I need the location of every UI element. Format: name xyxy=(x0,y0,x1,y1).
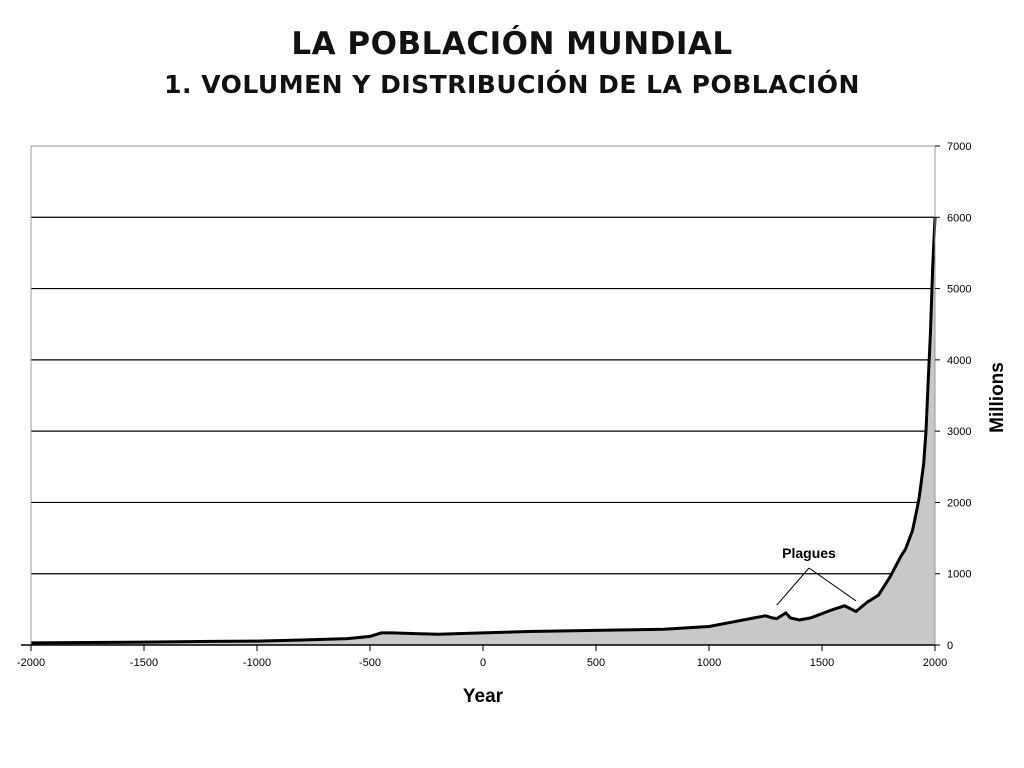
population-line xyxy=(30,217,937,645)
x-tick-label: -2000 xyxy=(17,657,45,669)
y-tick-label: 5000 xyxy=(947,284,971,296)
x-tick-label: -500 xyxy=(359,657,381,669)
x-tick-label: 2000 xyxy=(923,657,947,669)
annotation-pointer xyxy=(808,567,857,602)
y-tick-label: 6000 xyxy=(947,212,971,224)
x-tick-label: 1000 xyxy=(697,657,721,669)
x-tick-label: -1000 xyxy=(243,657,271,669)
x-tick-label: 500 xyxy=(587,657,605,669)
plot-frame xyxy=(30,145,936,646)
y-tick-label: 0 xyxy=(947,640,953,652)
y-tick-label: 1000 xyxy=(947,569,971,581)
x-axis-label: Year xyxy=(463,686,504,707)
x-tick-label: 0 xyxy=(480,657,486,669)
y-axis-label: Millions xyxy=(987,362,1008,433)
y-tick-label: 3000 xyxy=(947,426,971,438)
y-tick-label: 7000 xyxy=(947,141,971,153)
page-title: LA POBLACIÓN MUNDIAL xyxy=(291,26,733,62)
x-tick-label: -1500 xyxy=(130,657,158,669)
x-tick-label: 1500 xyxy=(810,657,834,669)
plagues-annotation: Plagues xyxy=(782,545,836,561)
y-tick-label: 2000 xyxy=(947,497,971,509)
page-subtitle: 1. VOLUMEN Y DISTRIBUCIÓN DE LA POBLACIÓ… xyxy=(164,70,860,99)
annotation-pointer xyxy=(776,567,810,606)
y-tick-label: 4000 xyxy=(947,355,971,367)
